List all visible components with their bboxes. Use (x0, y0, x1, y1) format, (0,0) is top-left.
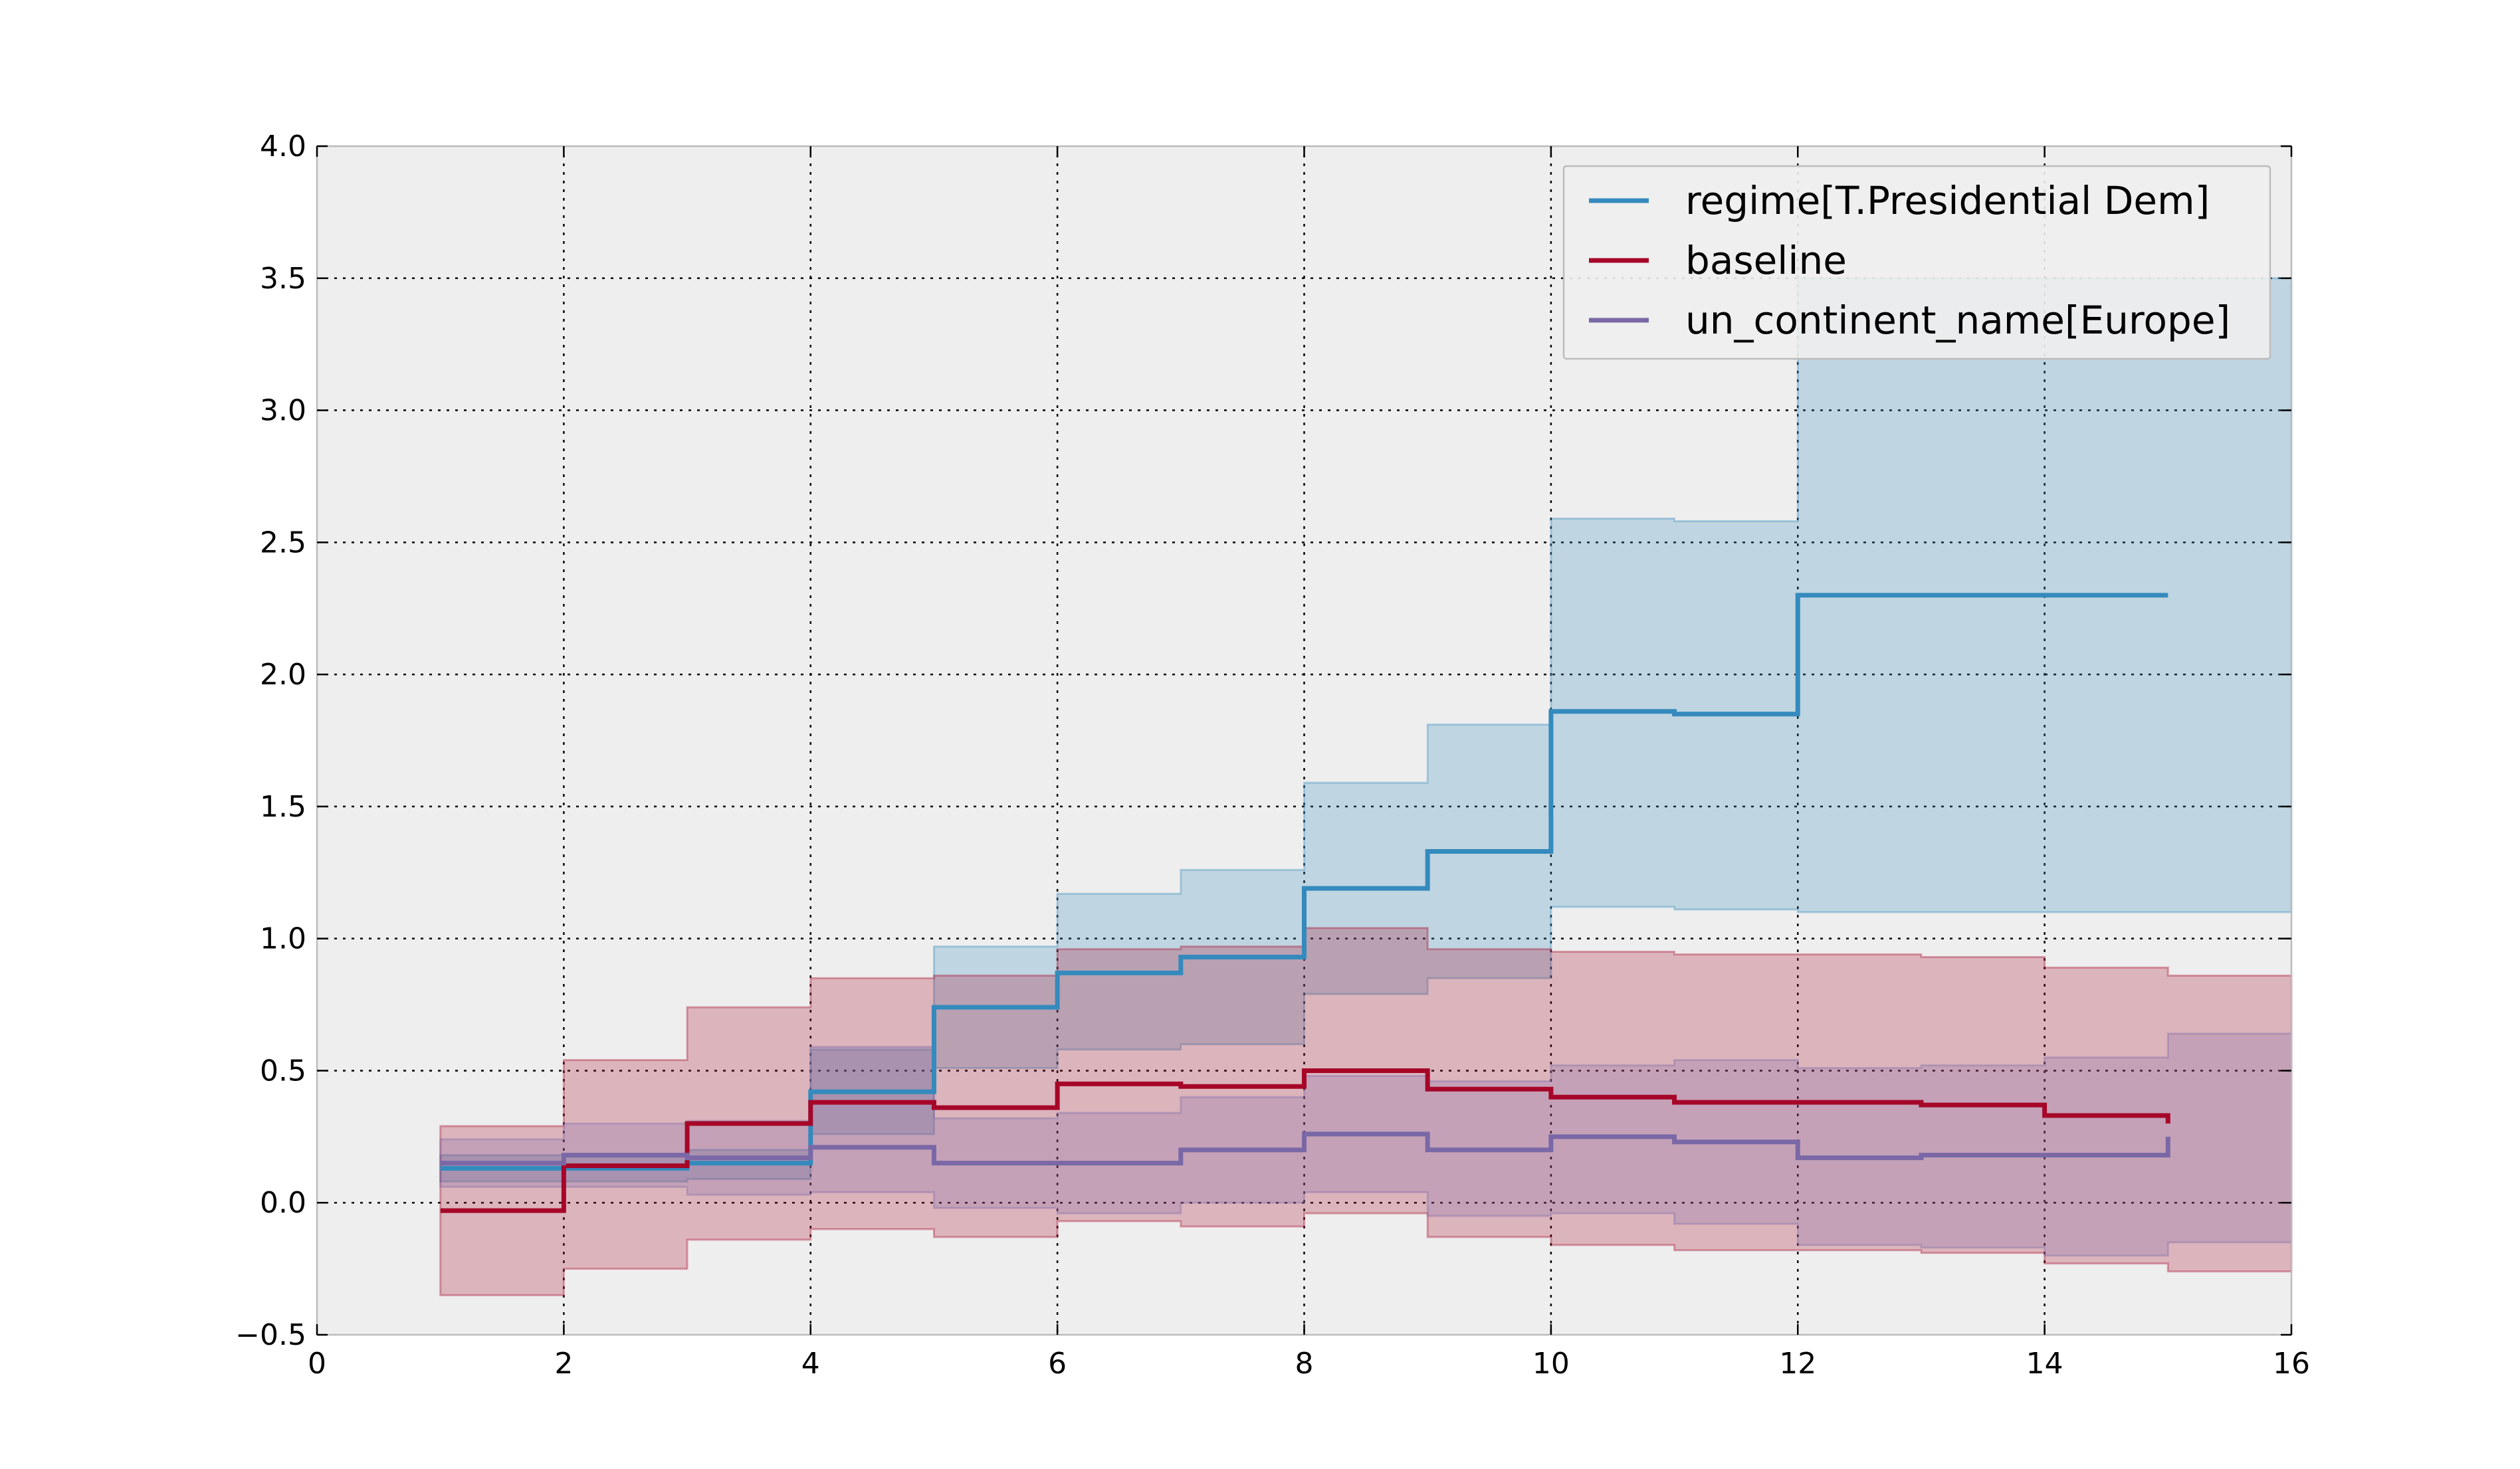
x-tick-label: 16 (2273, 1347, 2310, 1381)
legend-box (1562, 165, 2271, 360)
legend-label: baseline (1685, 238, 1847, 283)
series-lines (440, 593, 2170, 1213)
x-tick-label: 14 (2026, 1347, 2063, 1381)
y-tick-label: 1.0 (260, 922, 306, 956)
y-tick-label: 2.5 (260, 526, 306, 559)
series-line (440, 1131, 2170, 1166)
x-tick-label: 4 (801, 1347, 820, 1381)
x-tick-label: 6 (1048, 1347, 1067, 1381)
x-tick-label: 2 (554, 1347, 573, 1381)
x-tick-label: 10 (1532, 1347, 1570, 1381)
series-line (440, 1068, 2170, 1213)
confidence-bands (439, 277, 2293, 1296)
x-axis-ticks: 0 2 4 6 8 10 12 14 16 (308, 146, 2310, 1381)
legend: regime[T.Presidential Dem] baseline un_con… (1562, 165, 2271, 360)
y-tick-label: 0.0 (260, 1186, 306, 1220)
y-tick-label: 3.5 (260, 262, 306, 296)
y-tick-label: 0.5 (260, 1054, 306, 1088)
y-tick-label: 4.0 (260, 130, 306, 163)
y-axis-ticks: −0.5 0.0 0.5 1.0 1.5 2.0 2.5 3.0 3.5 4.0 (235, 130, 2291, 1352)
x-tick-label: 8 (1295, 1347, 1314, 1381)
legend-label: regime[T.Presidential Dem] (1685, 178, 2210, 223)
y-tick-label: 2.0 (260, 658, 306, 692)
x-tick-label: 12 (1779, 1347, 1816, 1381)
y-tick-label: 3.0 (260, 394, 306, 428)
series-line (440, 593, 2168, 1171)
y-tick-label: −0.5 (235, 1318, 306, 1352)
x-tick-label: 0 (308, 1347, 326, 1381)
legend-label: un_continent_name[Europe] (1685, 298, 2230, 343)
y-tick-label: 1.5 (260, 790, 306, 824)
